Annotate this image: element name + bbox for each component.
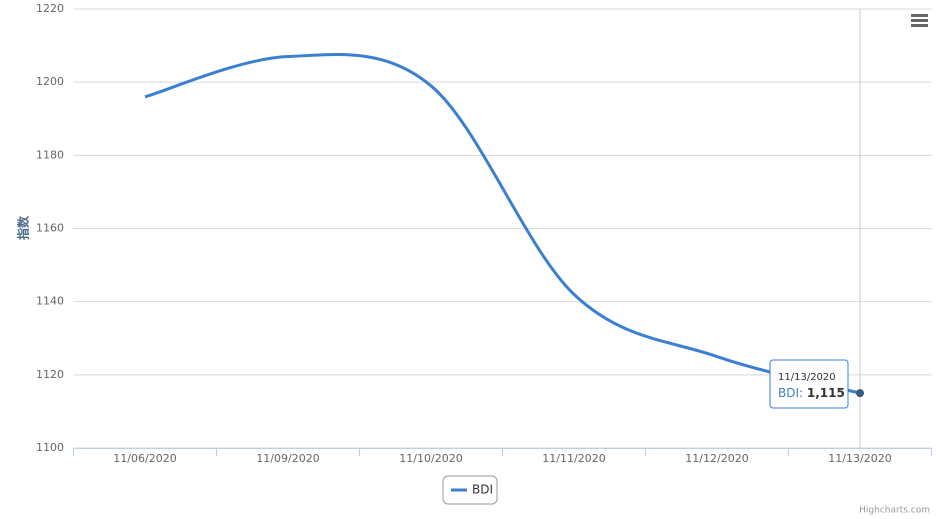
tooltip-box	[769, 359, 849, 409]
menu-bar	[911, 14, 928, 17]
legend-box	[442, 475, 498, 505]
legend[interactable]: BDI	[442, 475, 498, 505]
menu-button[interactable]	[911, 14, 928, 27]
tooltip-header: 11/13/2020	[778, 372, 836, 383]
y-tick-label: 1120	[36, 368, 64, 381]
x-tick-label: 11/09/2020	[256, 452, 319, 465]
x-tick-label: 11/10/2020	[399, 452, 462, 465]
y-tick-label: 1160	[36, 222, 64, 235]
y-tick-label: 1220	[36, 2, 64, 15]
x-tick-label: 11/13/2020	[828, 452, 891, 465]
tooltip-body: BDI: 1,115	[778, 386, 845, 400]
tooltip-separator: :	[799, 386, 807, 400]
x-tick-label: 11/12/2020	[685, 452, 748, 465]
y-tick-label: 1180	[36, 148, 64, 161]
credits[interactable]: Highcharts.com	[859, 506, 930, 516]
tooltip-series-name: BDI	[778, 386, 799, 400]
x-tick-label: 11/06/2020	[113, 452, 176, 465]
tooltip-value: 1,115	[807, 386, 845, 400]
y-tick-label: 1200	[36, 75, 64, 88]
y-axis-title: 指数	[16, 215, 31, 240]
y-tick-label: 1140	[36, 295, 64, 308]
series-line	[144, 53, 861, 395]
menu-bar	[911, 24, 928, 27]
legend-label: BDI	[472, 483, 493, 497]
menu-bar	[911, 19, 928, 22]
hover-marker	[856, 389, 864, 398]
x-tick-label: 11/11/2020	[542, 452, 605, 465]
y-tick-label: 1100	[36, 441, 64, 454]
